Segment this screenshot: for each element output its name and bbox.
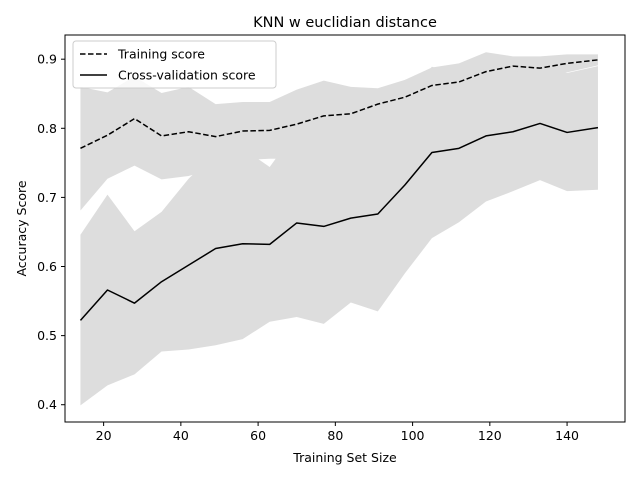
legend-box <box>72 40 277 89</box>
x-tick-label: 60 <box>250 428 266 443</box>
legend: Training score Cross-validation score <box>72 40 277 89</box>
legend-cv-label: Cross-validation score <box>118 68 256 83</box>
legend-training-label: Training score <box>117 47 205 62</box>
x-axis-ticks: 20 40 60 80 100 120 140 <box>96 422 579 443</box>
y-tick-label: 0.5 <box>37 328 57 343</box>
y-tick-label: 0.6 <box>37 259 57 274</box>
y-tick-label: 0.4 <box>37 397 57 412</box>
x-tick-label: 80 <box>327 428 343 443</box>
y-axis-label: Accuracy Score <box>14 180 29 276</box>
chart-title: KNN w euclidian distance <box>253 15 437 31</box>
x-axis-label: Training Set Size <box>292 450 397 465</box>
y-tick-label: 0.7 <box>37 190 57 205</box>
x-tick-label: 100 <box>401 428 425 443</box>
y-axis-ticks: 0.4 0.5 0.6 0.7 0.8 0.9 <box>37 52 65 412</box>
confidence-band-series-1 <box>80 66 598 406</box>
y-tick-label: 0.9 <box>37 52 57 67</box>
plot-frame <box>64 34 626 423</box>
y-tick-label: 0.8 <box>37 121 57 136</box>
x-tick-label: 140 <box>555 428 579 443</box>
series-lines <box>79 59 599 321</box>
confidence-bands <box>80 52 598 406</box>
series-line-1 <box>79 122 599 321</box>
series-line-0 <box>80 59 599 150</box>
x-tick-label: 40 <box>173 428 189 443</box>
x-tick-label: 20 <box>96 428 112 443</box>
x-tick-label: 120 <box>478 428 502 443</box>
